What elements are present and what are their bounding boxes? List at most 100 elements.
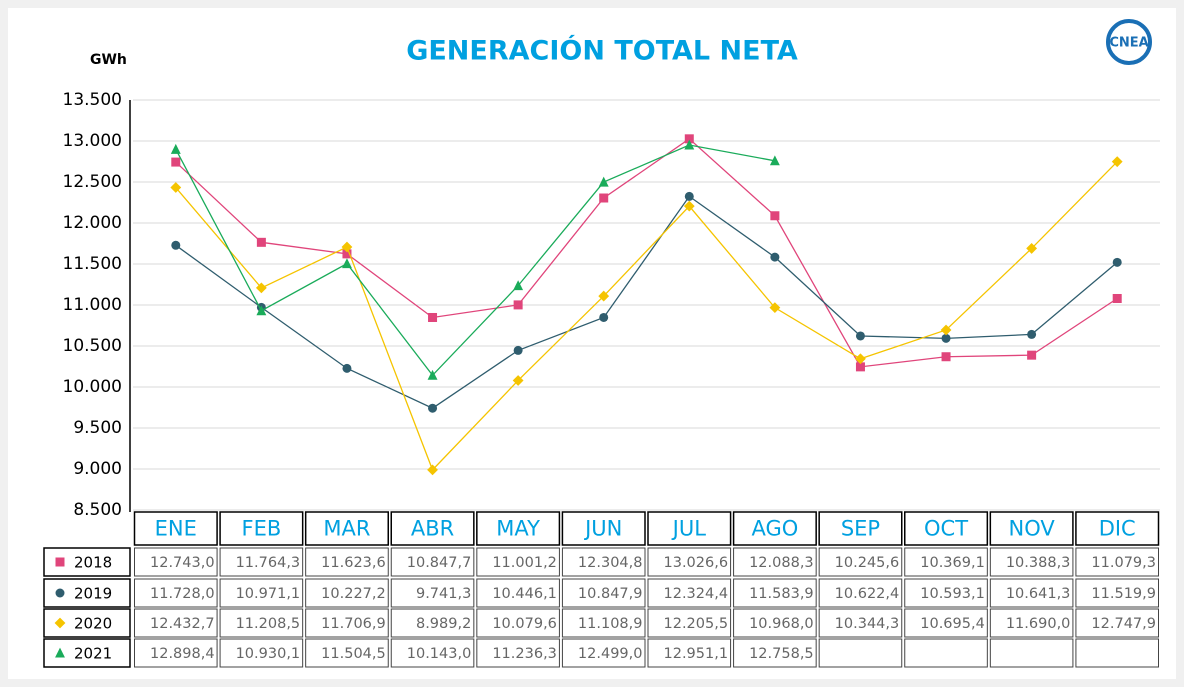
table-value: 10.971,1 [236,586,301,602]
table-value: 12.499,0 [578,646,643,662]
marker [1112,293,1122,303]
header-cell [304,511,389,546]
y-tick-label: 11.500 [63,254,122,274]
table-value: 10.622,4 [835,586,900,602]
series-line [175,137,1118,368]
table-cell [733,547,817,577]
table-cell [818,638,903,668]
x-tick-label: ABR [411,517,454,541]
marker [1112,257,1122,267]
table-cell [305,578,389,608]
table-cell [476,638,560,668]
table-value: 11.706,9 [321,616,386,632]
table-value: 8.989,2 [416,616,471,632]
marker [170,182,182,193]
table-value: 11.001,2 [492,555,557,571]
marker [684,139,695,150]
marker [940,324,952,336]
y-tick-label: 8.500 [73,500,122,520]
table-value: 12.898,4 [150,646,215,662]
table-value: 10.369,1 [920,555,985,571]
marker [1027,329,1037,339]
y-axis-label: GWh [90,52,127,68]
header-cell [476,511,561,546]
table-value: 11.079,3 [1091,555,1156,571]
marker [256,305,267,316]
legend-label: 2019 [74,585,112,603]
header-cell [561,511,646,546]
marker [513,300,523,310]
table-cell [390,608,475,638]
table-cell [989,638,1074,668]
table-cell [1075,638,1159,668]
marker [54,617,66,629]
marker [684,191,694,201]
header-cell [989,511,1074,546]
table-value: 11.208,5 [236,616,301,632]
logo [1106,19,1152,65]
table-value: 11.504,5 [321,646,386,662]
marker [513,280,524,291]
marker [599,193,609,203]
table-value: 10.388,3 [1006,555,1071,571]
marker [770,252,780,262]
table-cell [904,608,988,638]
table-cell [733,608,817,638]
legend-label: 2018 [74,554,112,572]
legend-label: 2021 [74,645,112,663]
table-value: 10.227,2 [321,586,386,602]
legend-label: 2020 [74,615,112,633]
marker [769,155,780,166]
table-value: 12.432,7 [150,616,215,632]
table-value: 10.847,9 [578,586,643,602]
table-value: 12.747,9 [1091,616,1156,632]
y-tick-label: 11.000 [63,295,122,315]
table-value: 11.108,9 [578,616,643,632]
table-value: 11.690,0 [1006,616,1071,632]
x-tick-label: ENE [155,517,197,541]
marker [855,362,865,372]
x-tick-label: OCT [924,517,968,541]
table-value: 11.764,3 [236,555,301,571]
table-cell [134,547,218,577]
y-tick-label: 10.000 [63,377,122,397]
marker [598,176,609,187]
table-value: 10.143,0 [407,646,472,662]
table-cell [219,547,304,577]
y-tick-label: 12.000 [63,213,122,233]
table-cell [219,578,304,608]
chart-title: GENERACIÓN TOTAL NETA [406,35,798,67]
table-value: 11.236,3 [492,646,557,662]
table-cell [647,578,732,608]
table-cell [818,608,903,638]
table-cell [561,638,646,668]
table-cell [305,608,389,638]
marker [1111,156,1123,168]
table-cell [733,638,817,668]
table-cell [561,608,646,638]
table-cell [904,547,988,577]
marker [55,647,65,658]
table-value: 11.583,9 [749,586,814,602]
logo-text: CNEA [1109,36,1148,51]
marker [770,211,780,221]
table-cell [305,547,389,577]
x-tick-label: JUN [583,517,622,541]
table-cell [561,547,646,577]
table-value: 10.847,7 [407,555,472,571]
x-tick-label: FEB [241,517,281,541]
series-line [175,161,1118,472]
table-cell [476,547,560,577]
header-cell [904,511,989,546]
marker [171,240,181,250]
table-cell [989,608,1074,638]
marker [1027,350,1037,360]
table-cell [818,547,903,577]
table-cell [1075,578,1159,608]
y-tick-label: 9.000 [73,459,122,479]
y-tick-label: 10.500 [63,336,122,356]
table-cell [305,638,389,668]
table-value: 10.968,0 [749,616,814,632]
table-cell [390,578,475,608]
